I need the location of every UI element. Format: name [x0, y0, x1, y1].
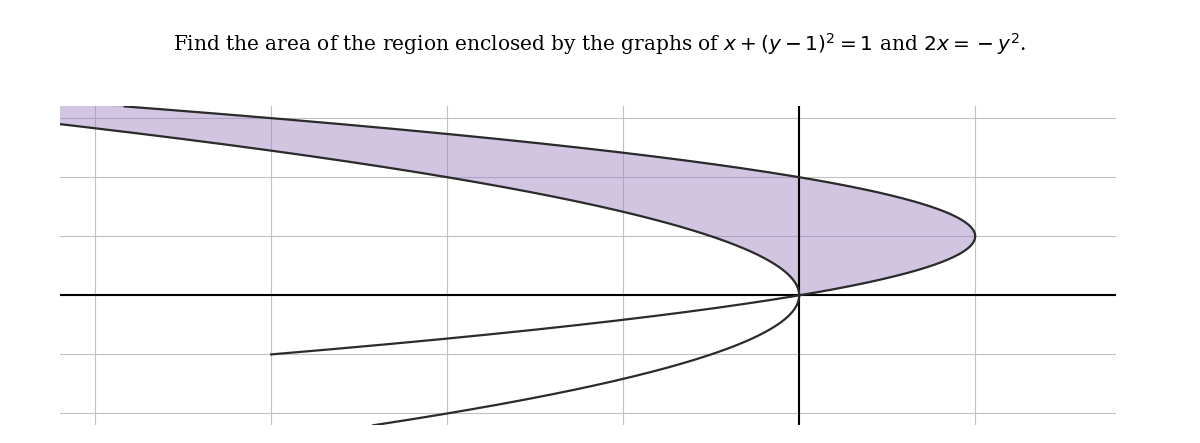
Text: Find the area of the region enclosed by the graphs of $x + (y - 1)^2 = 1$ and $2: Find the area of the region enclosed by … — [173, 31, 1027, 57]
